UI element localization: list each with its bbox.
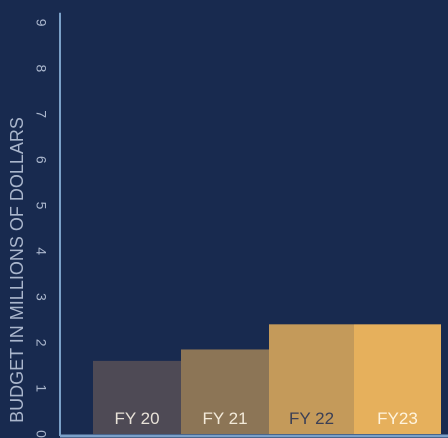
- bar-fy21: [181, 349, 269, 434]
- category-label: FY 20: [114, 409, 159, 428]
- y-tick-label: 4: [33, 247, 49, 255]
- bar-fy20: [93, 360, 181, 434]
- y-tick-labels-layer: 0 1 2 3 4 5 6 7 8 9: [33, 19, 49, 438]
- y-tick-label: 2: [33, 339, 49, 347]
- category-label: FY 22: [289, 409, 334, 428]
- y-tick-label: 3: [33, 293, 49, 301]
- y-axis-label: BUDGET IN MILLIONS OF DOLLARS: [7, 117, 27, 423]
- y-tick-label: 6: [33, 156, 49, 164]
- y-tick-label: 1: [33, 384, 49, 392]
- bar-fy23: [354, 324, 441, 434]
- bars-layer: [93, 324, 441, 434]
- y-tick-label: 0: [33, 430, 49, 438]
- y-tick-label: 7: [33, 110, 49, 118]
- y-tick-label: 9: [33, 19, 49, 27]
- y-tick-label: 5: [33, 202, 49, 210]
- bar-fy22: [269, 324, 354, 434]
- y-tick-label: 8: [33, 65, 49, 73]
- category-label: FY 21: [202, 409, 247, 428]
- category-labels-layer: FY 20 FY 21 FY 22 FY23: [114, 409, 417, 428]
- category-label: FY23: [377, 409, 418, 428]
